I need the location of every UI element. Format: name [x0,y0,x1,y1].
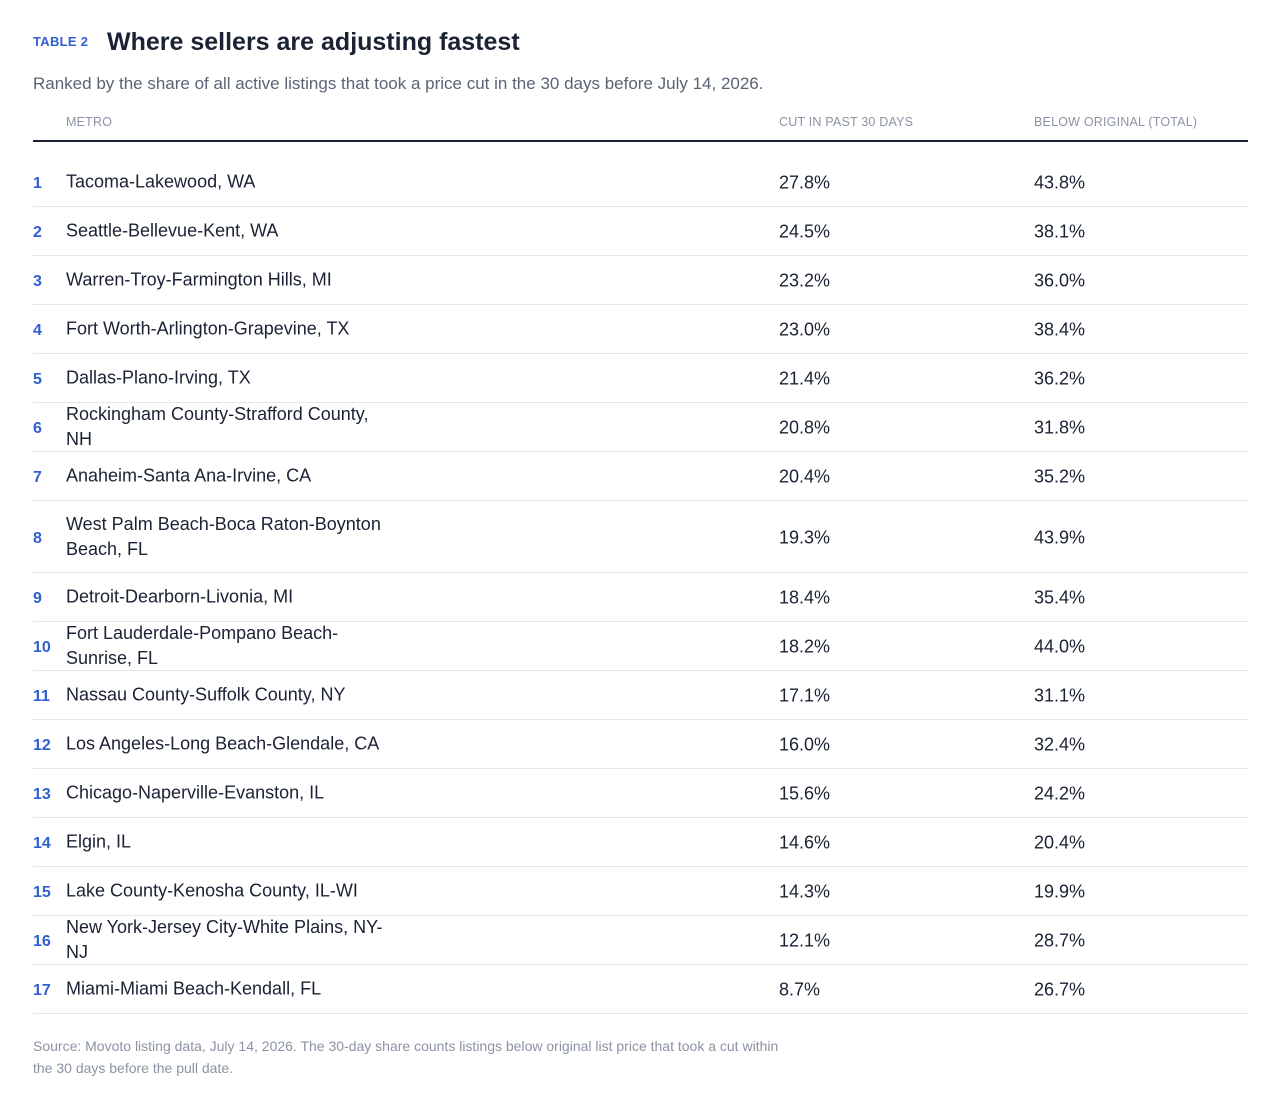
row-rank: 14 [33,834,51,852]
row-below-original: 20.4% [1034,832,1086,853]
row-rank: 8 [33,529,42,547]
row-rank: 9 [33,589,42,607]
row-cut-30-days: 14.6% [779,832,831,853]
row-rank: 7 [33,468,42,486]
row-rank: 1 [33,174,42,192]
row-below-original: 36.0% [1034,270,1086,291]
table-row: 13 Chicago-Naperville-Evanston, IL 15.6% 24… [33,769,1248,818]
table-row: 7 Anaheim-Santa Ana-Irvine, CA 20.4% 35.2% [33,452,1248,501]
row-cut-30-days: 17.1% [779,685,831,706]
row-rank: 11 [33,687,50,705]
row-below-original: 28.7% [1034,930,1086,951]
row-cut-30-days: 20.4% [779,466,831,487]
row-metro: Nassau County-Suffolk County, NY [66,684,346,705]
row-rank: 4 [33,321,42,339]
column-header-cut: CUT IN PAST 30 DAYS [779,115,914,129]
row-metro: Tacoma-Lakewood, WA [66,171,256,192]
table-row: 15 Lake County-Kenosha County, IL-WI 14.3%… [33,867,1248,916]
table-row: 14 Elgin, IL 14.6% 20.4% [33,818,1248,867]
row-metro: Chicago-Naperville-Evanston, IL [66,782,325,803]
row-metro: West Palm Beach-Boca Raton-Boynton Beach… [66,513,381,559]
column-headers: METRO CUT IN PAST 30 DAYS BELOW ORIGINAL… [33,114,1248,142]
row-rank: 12 [33,736,51,754]
row-metro: New York-Jersey City-White Plains, NY-NJ [66,917,383,962]
row-rank: 6 [33,419,42,437]
row-cut-30-days: 21.4% [779,368,831,389]
table-row: 1 Tacoma-Lakewood, WA 27.8% 43.8% [33,158,1248,207]
row-cut-30-days: 14.3% [779,881,831,902]
row-cut-30-days: 18.2% [779,636,831,657]
row-below-original: 35.2% [1034,466,1086,487]
table-row: 11 Nassau County-Suffolk County, NY 17.1% 3… [33,671,1248,720]
row-rank: 3 [33,272,42,290]
table-body: 1 Tacoma-Lakewood, WA 27.8% 43.8% 2 Seattle-B… [33,158,1248,1014]
row-metro: Rockingham County-Strafford County, NH [66,404,369,449]
row-metro: Detroit-Dearborn-Livonia, MI [66,586,294,607]
table-row: 9 Detroit-Dearborn-Livonia, MI 18.4% 35.4% [33,573,1248,622]
row-cut-30-days: 8.7% [779,979,821,1000]
table-row: 17 Miami-Miami Beach-Kendall, FL 8.7% 26.7% [33,965,1248,1014]
row-cut-30-days: 15.6% [779,783,831,804]
table-subtitle: Ranked by the share of all active listin… [33,74,764,93]
row-metro: Los Angeles-Long Beach-Glendale, CA [66,733,380,754]
row-cut-30-days: 27.8% [779,172,831,193]
row-rank: 2 [33,223,42,241]
row-metro: Seattle-Bellevue-Kent, WA [66,220,279,241]
table-tag: TABLE 2 [33,34,89,49]
row-metro: Fort Worth-Arlington-Grapevine, TX [66,318,350,339]
row-cut-30-days: 19.3% [779,527,831,548]
row-metro: Dallas-Plano-Irving, TX [66,367,251,388]
row-below-original: 35.4% [1034,587,1086,608]
row-below-original: 36.2% [1034,368,1086,389]
row-cut-30-days: 23.2% [779,270,831,291]
column-header-metro: METRO [66,115,113,129]
row-below-original: 43.8% [1034,172,1086,193]
row-cut-30-days: 24.5% [779,221,831,242]
row-rank: 16 [33,932,51,950]
row-below-original: 31.8% [1034,417,1086,438]
row-cut-30-days: 20.8% [779,417,831,438]
row-cut-30-days: 12.1% [779,930,831,951]
page-title: Where sellers are adjusting fastest [107,28,520,56]
row-cut-30-days: 16.0% [779,734,831,755]
row-rank: 13 [33,785,51,803]
table-row: 2 Seattle-Bellevue-Kent, WA 24.5% 38.1% [33,207,1248,256]
row-rank: 15 [33,883,51,901]
table-row: 16 New York-Jersey City-White Plains, NY-… [33,916,1248,965]
row-metro: Lake County-Kenosha County, IL-WI [66,880,358,901]
source-note: Source: Movoto listing data, July 14, 20… [33,1038,779,1076]
row-below-original: 31.1% [1034,685,1086,706]
row-below-original: 26.7% [1034,979,1086,1000]
row-below-original: 24.2% [1034,783,1086,804]
table-row: 10 Fort Lauderdale-Pompano Beach-Sunrise,… [33,622,1248,671]
table-row: 5 Dallas-Plano-Irving, TX 21.4% 36.2% [33,354,1248,403]
row-rank: 17 [33,981,51,999]
row-metro: Warren-Troy-Farmington Hills, MI [66,269,332,290]
row-below-original: 43.9% [1034,527,1086,548]
row-below-original: 38.1% [1034,221,1086,242]
row-rank: 5 [33,370,42,388]
row-cut-30-days: 18.4% [779,587,831,608]
table-row: 3 Warren-Troy-Farmington Hills, MI 23.2% 36… [33,256,1248,305]
row-cut-30-days: 23.0% [779,319,831,340]
row-metro: Anaheim-Santa Ana-Irvine, CA [66,465,312,486]
row-metro: Elgin, IL [66,831,132,852]
table-row: 4 Fort Worth-Arlington-Grapevine, TX 23.0%… [33,305,1248,354]
row-metro: Miami-Miami Beach-Kendall, FL [66,978,322,999]
column-header-below: BELOW ORIGINAL (TOTAL) [1034,115,1198,129]
row-below-original: 19.9% [1034,881,1086,902]
table-row: 12 Los Angeles-Long Beach-Glendale, CA 16.… [33,720,1248,769]
row-below-original: 38.4% [1034,319,1086,340]
row-below-original: 32.4% [1034,734,1086,755]
row-rank: 10 [33,638,51,656]
table-row: 8 West Palm Beach-Boca Raton-Boynton Beac… [33,501,1248,573]
row-below-original: 44.0% [1034,636,1086,657]
row-metro: Fort Lauderdale-Pompano Beach-Sunrise, F… [66,623,339,668]
table-row: 6 Rockingham County-Strafford County, NH 2… [33,403,1248,452]
